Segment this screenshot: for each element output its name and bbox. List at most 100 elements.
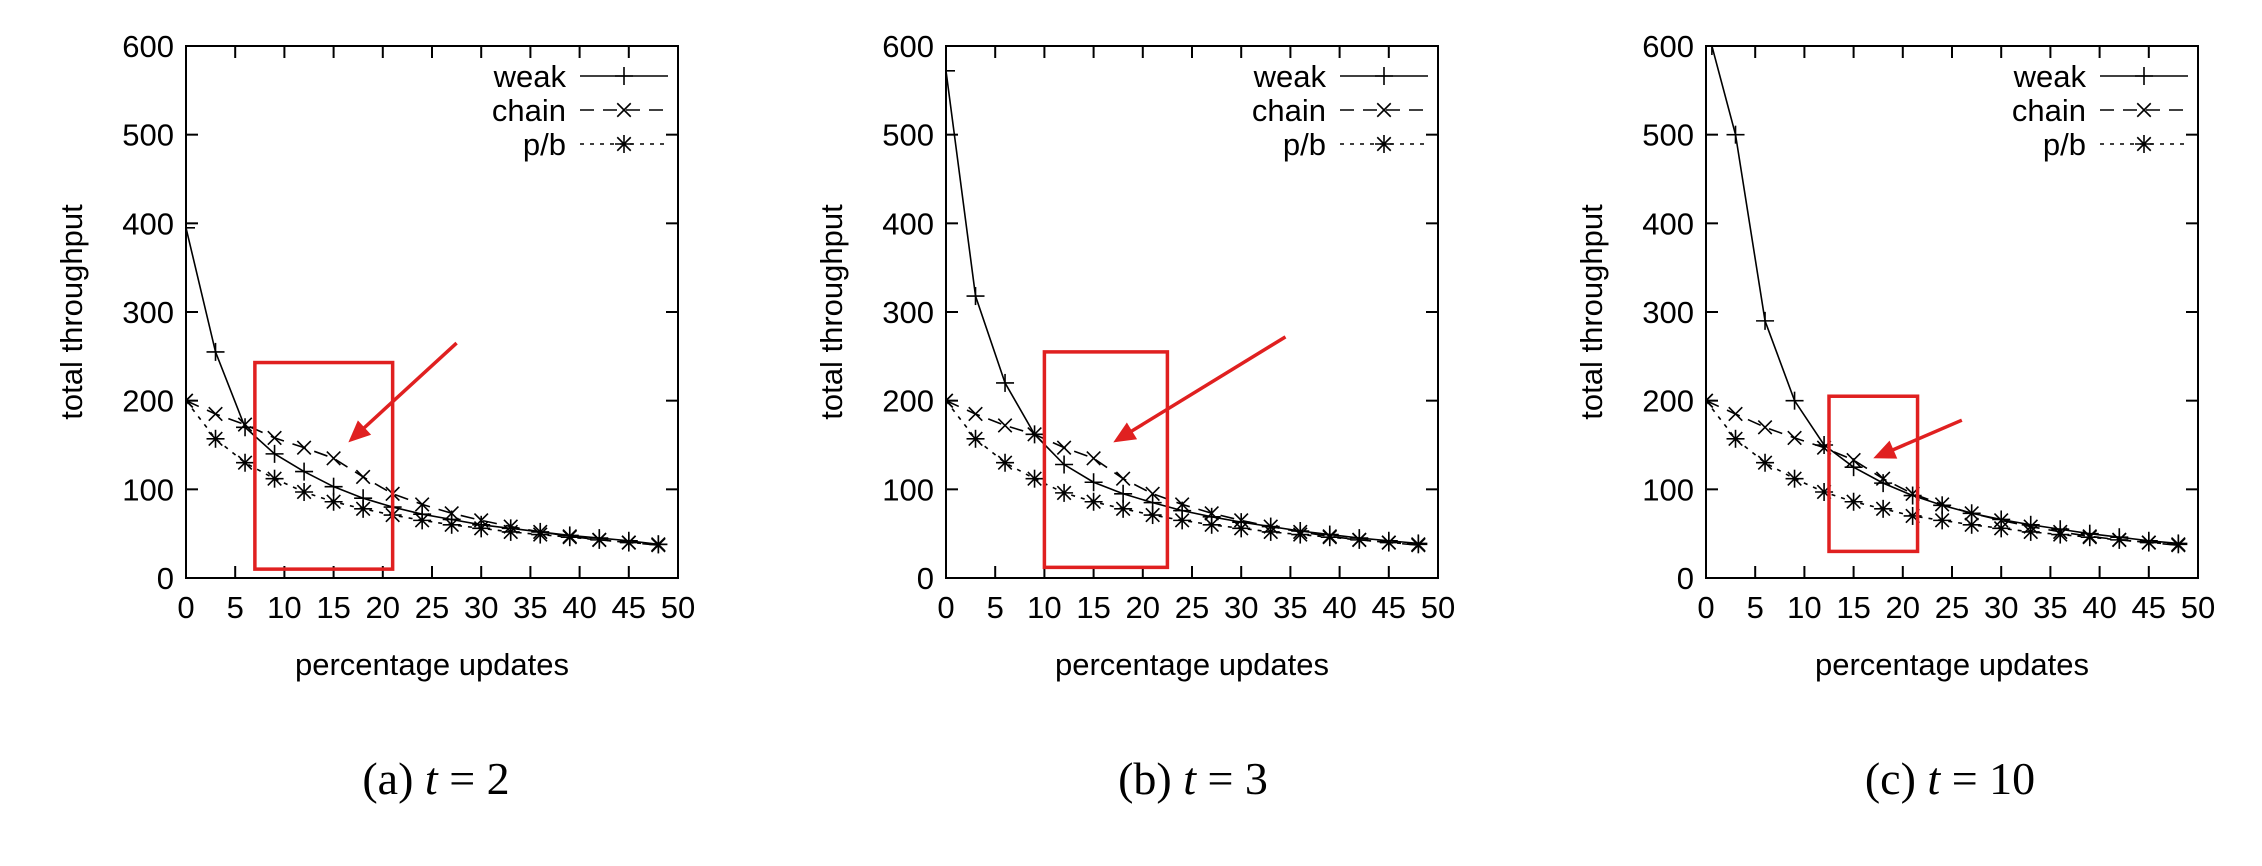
arrow-shaft xyxy=(1890,418,1963,453)
data-point-pb xyxy=(265,469,284,488)
x-tick-label: 40 xyxy=(1322,590,1356,625)
data-point-pb xyxy=(1933,511,1952,530)
x-tick-label: 15 xyxy=(1076,590,1110,625)
x-tick-label: 45 xyxy=(1372,590,1406,625)
legend-marker xyxy=(615,135,633,153)
data-point-chain xyxy=(968,406,983,422)
data-point-pb xyxy=(946,391,955,410)
x-tick-label: 15 xyxy=(316,590,350,625)
caption-c: (c) t = 10 xyxy=(1864,753,2036,804)
legend-marker xyxy=(616,102,632,118)
legend-marker xyxy=(1375,135,1393,153)
data-point-pb xyxy=(236,453,255,472)
data-point-pb xyxy=(1409,535,1428,554)
data-point-pb xyxy=(2169,535,2188,554)
data-point-chain xyxy=(267,430,282,446)
data-point-weak xyxy=(1785,391,1804,410)
y-axis-label: total throughput xyxy=(54,204,89,420)
data-point-pb xyxy=(619,533,638,552)
x-tick-label: 50 xyxy=(2181,590,2215,625)
legend-label: p/b xyxy=(523,127,566,162)
data-point-chain xyxy=(444,505,459,521)
y-tick-label: 100 xyxy=(882,472,934,507)
data-point-pb xyxy=(1291,525,1310,544)
data-point-chain xyxy=(1964,505,1979,521)
data-point-pb xyxy=(531,525,550,544)
data-point-pb xyxy=(472,519,491,538)
plot-area xyxy=(1706,46,2188,554)
y-tick-label: 200 xyxy=(122,384,174,419)
x-tick-label: 35 xyxy=(1273,590,1307,625)
data-point-pb xyxy=(1379,533,1398,552)
x-tick-label: 50 xyxy=(661,590,695,625)
data-point-pb xyxy=(2110,530,2129,549)
y-tick-label: 600 xyxy=(882,29,934,64)
arrow-head xyxy=(348,420,372,443)
legend-marker xyxy=(2135,67,2153,85)
data-point-weak xyxy=(946,61,955,80)
data-point-weak xyxy=(324,477,343,496)
data-point-chain xyxy=(1115,471,1131,487)
data-point-chain xyxy=(326,450,341,466)
x-tick-label: 35 xyxy=(2033,590,2067,625)
x-axis-label: percentage updates xyxy=(1815,647,2089,682)
data-point-chain xyxy=(1174,497,1190,512)
data-point-pb xyxy=(1756,453,1775,472)
x-tick-label: 5 xyxy=(227,590,244,625)
y-axis-label: total throughput xyxy=(814,204,849,420)
data-point-pb xyxy=(1903,506,1922,525)
data-point-chain xyxy=(1145,486,1160,502)
data-point-pb xyxy=(206,429,225,448)
x-tick-label: 20 xyxy=(1126,590,1160,625)
x-tick-label: 30 xyxy=(464,590,498,625)
x-tick-label: 35 xyxy=(513,590,547,625)
data-point-pb xyxy=(1874,499,1893,518)
data-point-weak xyxy=(1114,484,1133,503)
x-axis-label: percentage updates xyxy=(295,647,569,682)
y-tick-label: 400 xyxy=(122,206,174,241)
data-point-chain xyxy=(208,406,223,422)
y-tick-label: 400 xyxy=(882,206,934,241)
y-tick-label: 600 xyxy=(1642,29,1694,64)
data-point-pb xyxy=(186,391,195,410)
data-point-weak xyxy=(1756,311,1775,330)
x-tick-label: 40 xyxy=(562,590,596,625)
legend-marker xyxy=(1375,67,1393,85)
legend-label: p/b xyxy=(2043,127,2086,162)
data-point-pb xyxy=(413,511,432,530)
data-point-pb xyxy=(1114,499,1133,518)
legend-marker xyxy=(615,67,633,85)
y-tick-label: 300 xyxy=(882,295,934,330)
x-tick-label: 20 xyxy=(1886,590,1920,625)
y-tick-label: 500 xyxy=(122,118,174,153)
data-point-weak xyxy=(1084,473,1103,492)
x-tick-label: 0 xyxy=(1697,590,1714,625)
x-tick-label: 50 xyxy=(1421,590,1455,625)
data-point-pb xyxy=(2021,522,2040,541)
legend-marker xyxy=(1376,102,1392,118)
series-line-weak xyxy=(1711,46,2179,545)
data-point-pb xyxy=(1706,391,1715,410)
highlight-box xyxy=(1042,350,1170,570)
plot-frame xyxy=(185,45,679,579)
legend-label: chain xyxy=(492,93,566,128)
y-tick-label: 0 xyxy=(1677,561,1694,596)
data-point-weak xyxy=(1706,46,1721,55)
y-tick-label: 500 xyxy=(882,118,934,153)
legend-marker xyxy=(2135,135,2153,153)
legend-label: p/b xyxy=(1283,127,1326,162)
data-point-pb xyxy=(354,499,373,518)
series-line-weak xyxy=(186,227,659,546)
caption-b: (b) t = 3 xyxy=(1118,753,1268,804)
data-point-weak xyxy=(186,218,195,237)
y-tick-label: 400 xyxy=(1642,206,1694,241)
data-point-pb xyxy=(1992,519,2011,538)
legend-label: weak xyxy=(493,59,567,94)
legend-label: chain xyxy=(1252,93,1326,128)
data-point-weak xyxy=(1726,125,1745,144)
data-point-weak xyxy=(1874,474,1893,493)
data-point-pb xyxy=(2051,525,2070,544)
data-point-pb xyxy=(324,492,343,511)
